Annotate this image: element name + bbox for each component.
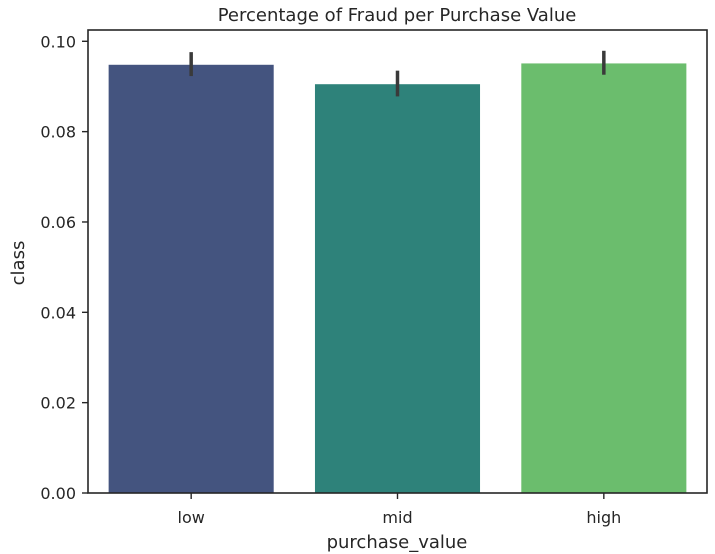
chart-title: Percentage of Fraud per Purchase Value	[218, 5, 577, 26]
plot-frame	[87, 29, 708, 494]
error-bars-group	[189, 50, 606, 97]
x-axis-label: purchase_value	[327, 532, 468, 553]
y-tick-label: 0.04	[40, 303, 76, 322]
x-tick-label-low: low	[178, 508, 205, 527]
y-axis-label: class	[8, 241, 29, 286]
x-axis-ticks: low mid high	[178, 493, 621, 527]
x-tick-label-mid: mid	[382, 508, 412, 527]
y-tick-label: 0.00	[40, 484, 76, 503]
y-axis-ticks: 0.00 0.02 0.04 0.06 0.08 0.10	[40, 32, 88, 503]
bars-group	[108, 63, 687, 494]
x-tick-label-high: high	[586, 508, 621, 527]
y-tick-label: 0.06	[40, 213, 76, 232]
y-tick-label: 0.02	[40, 394, 76, 413]
bar-low	[108, 64, 274, 493]
y-tick-label: 0.10	[40, 32, 76, 51]
bar-mid	[314, 84, 481, 493]
bar-high	[521, 63, 687, 494]
y-tick-label: 0.08	[40, 123, 76, 142]
